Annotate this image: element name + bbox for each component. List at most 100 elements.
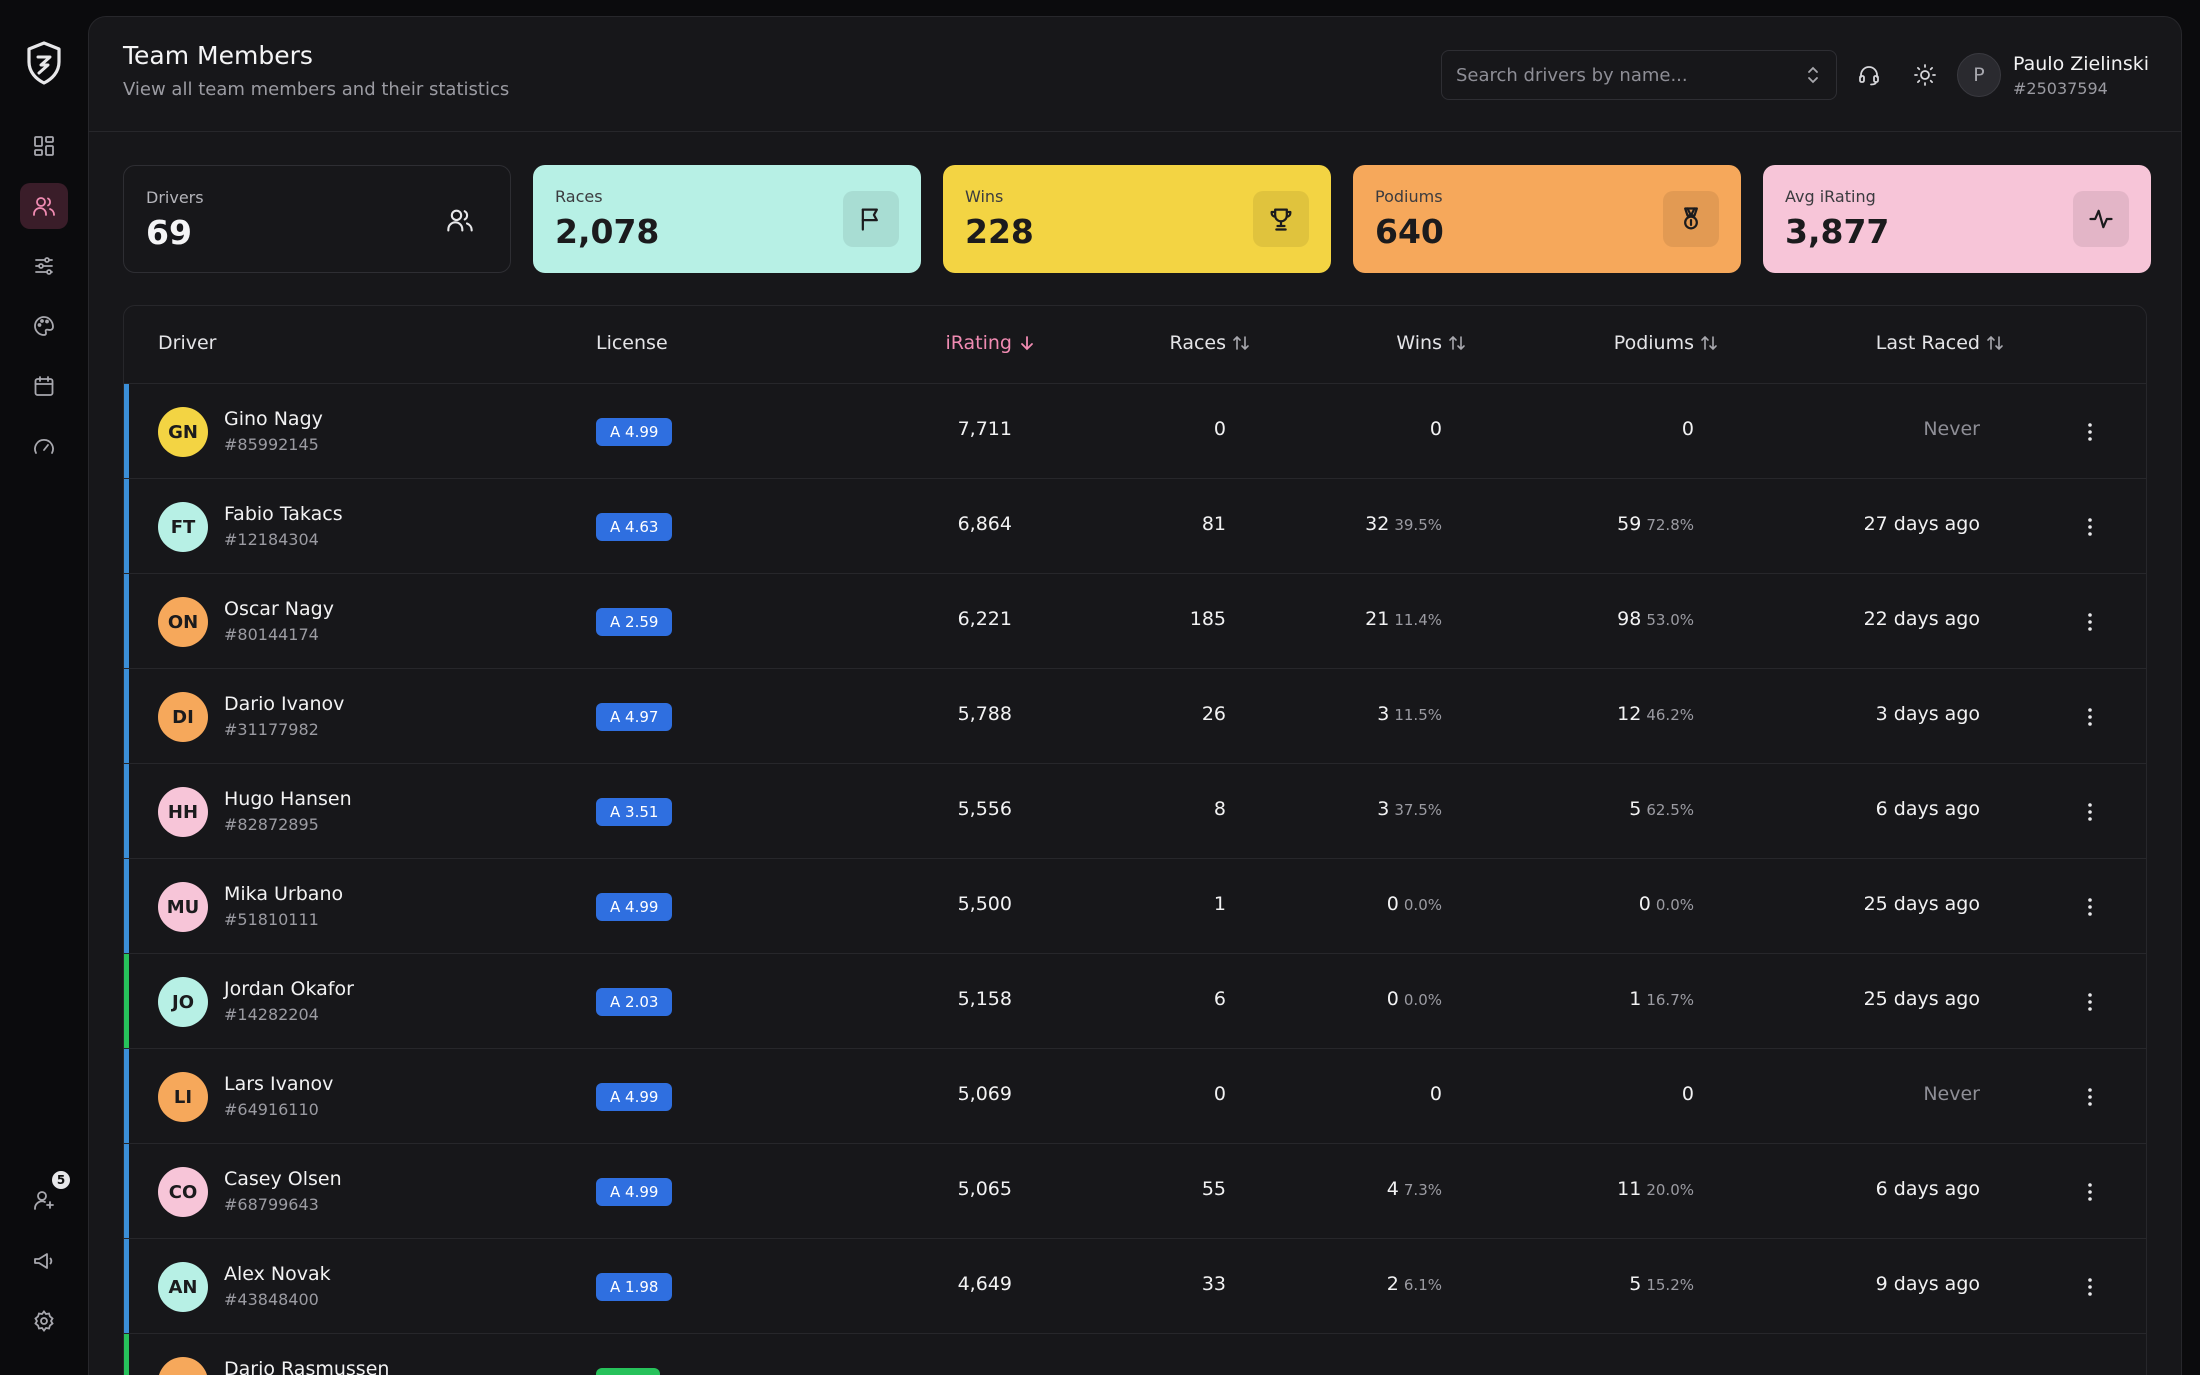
last-raced-value: 9 days ago [1875, 1273, 1980, 1295]
races-value: 0 [1213, 1083, 1226, 1105]
page-header: Team Members View all team members and t… [89, 17, 2181, 132]
row-actions-button[interactable] [2078, 610, 2102, 634]
wins-percent: 0.0% [1403, 896, 1442, 914]
nav-calendar[interactable] [20, 363, 68, 409]
theme-toggle-button[interactable] [1911, 61, 1939, 89]
table-row[interactable]: HH Hugo Hansen #82872895 A 3.51 5,556 8 3 37.5%… [124, 764, 2146, 859]
podiums-value: 5 [1629, 1273, 1642, 1295]
user-avatar[interactable]: P [1957, 53, 2001, 97]
row-actions-button[interactable] [2078, 895, 2102, 919]
column-irating[interactable]: iRating [824, 332, 1036, 354]
podiums-percent: 0.0% [1655, 896, 1694, 914]
wins-cell: 0 0.0% [1304, 988, 1442, 1010]
table-row[interactable]: ON Oscar Nagy #80144174 A 2.59 6,221 185 21 11.… [124, 574, 2146, 669]
last-raced-value: Never [1923, 1083, 1980, 1105]
table-row[interactable]: GN Gino Nagy #85992145 A 4.99 7,711 0 0 0 Never [124, 384, 2146, 479]
table-row[interactable]: CO Casey Olsen #68799643 A 4.99 5,065 55 4 7.3%… [124, 1144, 2146, 1239]
nav-announcements[interactable] [20, 1238, 68, 1284]
wins-cell: 2 6.1% [1304, 1273, 1442, 1295]
column-driver[interactable]: Driver [158, 332, 217, 354]
column-license[interactable]: License [596, 332, 668, 354]
chevron-updown-icon[interactable] [1804, 64, 1822, 86]
races-value: 55 [1201, 1178, 1226, 1200]
nav-invites[interactable]: 5 [20, 1169, 72, 1223]
row-actions-button[interactable] [2078, 420, 2102, 444]
more-vertical-icon [2088, 993, 2092, 1011]
sort-icon [1987, 335, 2003, 351]
row-status-stripe [124, 1144, 129, 1238]
table-row[interactable]: FT Fabio Takacs #12184304 A 4.63 6,864 81 32 39… [124, 479, 2146, 574]
table-row[interactable]: LI Lars Ivanov #64916110 A 4.99 5,069 0 0 0 Neve… [124, 1049, 2146, 1144]
driver-name[interactable]: Hugo Hansen [224, 788, 352, 810]
table-row[interactable]: DI Dario Ivanov #31177982 A 4.97 5,788 26 3 11.… [124, 669, 2146, 764]
driver-name[interactable]: Dario Rasmussen [224, 1358, 390, 1375]
irating-value: 5,500 [957, 893, 1012, 915]
more-vertical-icon [2088, 898, 2092, 916]
page-title: Team Members [123, 41, 313, 70]
stat-label: Avg iRating [1785, 187, 1876, 206]
driver-name[interactable]: Jordan Okafor [224, 978, 354, 1000]
headset-icon [1859, 66, 1879, 86]
wins-value: 4 [1386, 1178, 1399, 1200]
table-row[interactable]: JO Jordan Okafor #14282204 A 2.03 5,158 6 0 0.0… [124, 954, 2146, 1049]
wins-cell: 3 37.5% [1304, 798, 1442, 820]
table-row[interactable]: DR Dario Rasmussen [124, 1334, 2146, 1375]
driver-name[interactable]: Lars Ivanov [224, 1073, 334, 1095]
license-badge: A 2.03 [596, 988, 673, 1016]
driver-avatar: CO [158, 1167, 208, 1217]
podiums-cell: 11 20.0% [1524, 1178, 1694, 1200]
driver-name[interactable]: Dario Ivanov [224, 693, 345, 715]
row-actions-button[interactable] [2078, 990, 2102, 1014]
wins-percent: 7.3% [1403, 1181, 1442, 1199]
column-races[interactable]: Races [1084, 332, 1250, 354]
driver-name[interactable]: Oscar Nagy [224, 598, 334, 620]
support-button[interactable] [1855, 61, 1883, 89]
wins-value: 21 [1365, 608, 1390, 630]
license-badge: A 4.99 [596, 1083, 673, 1111]
nav-dashboard[interactable] [20, 123, 68, 169]
more-vertical-icon [2088, 708, 2092, 726]
row-actions-button[interactable] [2078, 1275, 2102, 1299]
podiums-value: 1 [1629, 988, 1642, 1010]
row-actions-button[interactable] [2078, 515, 2102, 539]
nav-liveries[interactable] [20, 303, 68, 349]
driver-name[interactable]: Casey Olsen [224, 1168, 342, 1190]
row-status-stripe [124, 669, 129, 763]
driver-avatar: ON [158, 597, 208, 647]
driver-name[interactable]: Fabio Takacs [224, 503, 343, 525]
gauge-icon [34, 439, 54, 454]
row-actions-button[interactable] [2078, 705, 2102, 729]
nav-team-members[interactable] [20, 183, 68, 229]
podiums-cell: 98 53.0% [1524, 608, 1694, 630]
podiums-percent: 15.2% [1646, 1276, 1694, 1294]
row-actions-button[interactable] [2078, 1180, 2102, 1204]
nav-telemetry[interactable] [20, 424, 68, 470]
table-row[interactable]: MU Mika Urbano #51810111 A 4.99 5,500 1 0 0.0% 0… [124, 859, 2146, 954]
shield-logo-icon[interactable] [24, 40, 64, 86]
sun-icon [1914, 64, 1936, 86]
table-row[interactable]: AN Alex Novak #43848400 A 1.98 4,649 33 2 6.1% 5… [124, 1239, 2146, 1334]
wins-value: 0 [1429, 1083, 1442, 1105]
column-podiums[interactable]: Podiums [1524, 332, 1718, 354]
driver-search[interactable] [1441, 50, 1837, 100]
nav-setups[interactable] [20, 243, 68, 289]
stat-label: Races [555, 187, 603, 206]
nav-settings[interactable] [20, 1298, 68, 1344]
wins-percent: 11.4% [1394, 611, 1442, 629]
row-actions-button[interactable] [2078, 1085, 2102, 1109]
sort-icon [1233, 335, 1249, 351]
team-members-table: Driver License iRating Races Wins Podium… [123, 305, 2147, 1375]
podiums-percent: 16.7% [1646, 991, 1694, 1009]
search-input[interactable] [1456, 64, 1804, 86]
driver-name[interactable]: Mika Urbano [224, 883, 344, 905]
row-actions-button[interactable] [2078, 800, 2102, 824]
driver-name[interactable]: Gino Nagy [224, 408, 323, 430]
driver-avatar: DR [158, 1357, 208, 1375]
column-wins[interactable]: Wins [1304, 332, 1466, 354]
driver-name[interactable]: Alex Novak [224, 1263, 331, 1285]
races-value: 33 [1201, 1273, 1226, 1295]
wins-cell: 32 39.5% [1304, 513, 1442, 535]
column-last-raced[interactable]: Last Raced [1744, 332, 2004, 354]
license-badge: A 4.99 [596, 1178, 673, 1206]
driver-avatar: GN [158, 407, 208, 457]
